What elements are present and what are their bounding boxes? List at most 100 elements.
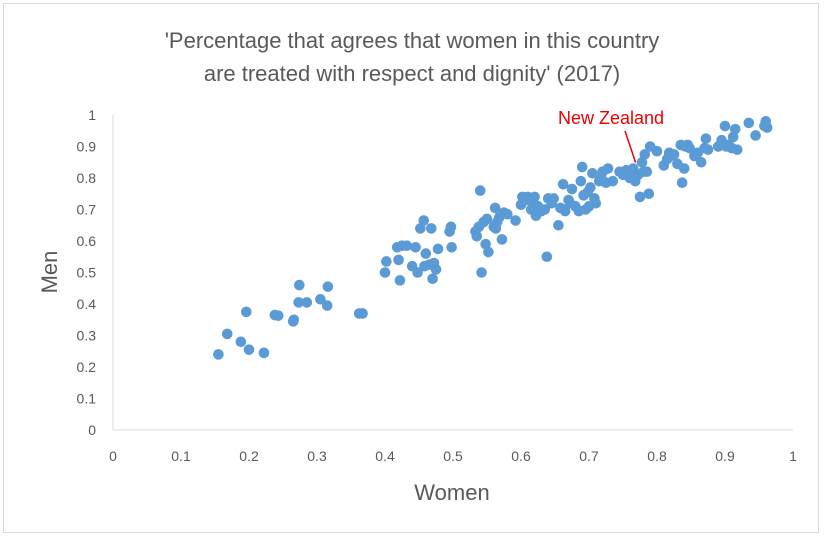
- x-tick-label: 0.5: [443, 448, 463, 464]
- data-point: [559, 205, 571, 217]
- x-tick-label: 0.4: [375, 448, 395, 464]
- data-point: [729, 123, 741, 135]
- data-point: [731, 144, 743, 155]
- data-point: [272, 310, 284, 321]
- data-point: [221, 328, 233, 340]
- x-tick-label: 0.7: [579, 448, 599, 464]
- data-point: [394, 275, 406, 286]
- y-tick-label: 0: [88, 422, 96, 438]
- data-point: [476, 267, 487, 278]
- y-tick-label: 0.1: [77, 391, 97, 407]
- data-point: [639, 149, 651, 160]
- y-tick-label: 1: [88, 107, 96, 123]
- data-point: [702, 144, 714, 155]
- data-point: [481, 213, 493, 225]
- data-point: [676, 177, 688, 189]
- data-point: [719, 120, 731, 132]
- data-point: [420, 248, 432, 259]
- data-point: [700, 133, 712, 144]
- data-point: [510, 215, 521, 226]
- data-point: [425, 223, 437, 234]
- y-tick-label: 0.6: [77, 233, 97, 249]
- x-tick-label: 0.8: [647, 448, 667, 464]
- data-point: [243, 344, 255, 355]
- data-point: [496, 234, 508, 245]
- x-tick-label: 0: [109, 448, 117, 464]
- y-tick-label: 0.3: [77, 328, 97, 344]
- data-point: [590, 197, 602, 209]
- new-zealand-label: New Zealand: [558, 108, 664, 128]
- data-point: [427, 273, 438, 285]
- data-point: [585, 182, 596, 193]
- data-point: [445, 221, 457, 233]
- data-point: [557, 179, 569, 190]
- y-tick-label: 0.8: [77, 170, 97, 186]
- data-point: [430, 264, 442, 275]
- data-point: [258, 347, 270, 359]
- data-point: [432, 243, 444, 255]
- data-point: [695, 156, 707, 168]
- new-zealand-pointer-line: [624, 130, 637, 163]
- x-tick-label: 0.3: [307, 448, 327, 464]
- y-tick-label: 0.2: [77, 359, 97, 375]
- data-point: [393, 254, 404, 266]
- data-point: [750, 130, 761, 141]
- y-tick-label: 0.5: [77, 265, 97, 281]
- x-tick-label: 0.6: [511, 448, 531, 464]
- data-point: [678, 163, 690, 174]
- data-point: [761, 122, 773, 133]
- data-point: [641, 166, 653, 177]
- data-point: [587, 167, 598, 179]
- data-point: [381, 256, 392, 267]
- data-point: [566, 183, 578, 195]
- data-point: [315, 293, 326, 305]
- data-point: [576, 161, 588, 173]
- data-point: [446, 242, 457, 253]
- data-point: [743, 117, 755, 129]
- y-tick-labels: 0 0.1 0.2 0.3 0.4 0.5 0.6 0.7 0.8 0.9 1: [77, 107, 97, 438]
- data-point: [668, 149, 680, 160]
- data-point: [410, 242, 421, 253]
- data-point: [235, 336, 247, 348]
- data-point: [288, 314, 300, 326]
- data-point: [489, 202, 501, 214]
- data-point: [643, 188, 655, 200]
- y-tick-label: 0.9: [77, 139, 97, 155]
- y-tick-label: 0.4: [77, 296, 97, 312]
- data-point: [322, 281, 334, 292]
- y-tick-label: 0.7: [77, 202, 97, 218]
- data-point: [602, 163, 614, 174]
- data-point: [607, 175, 619, 187]
- data-point: [634, 191, 646, 203]
- data-point: [548, 193, 559, 204]
- x-tick-label: 1: [789, 448, 797, 464]
- data-point: [684, 142, 695, 154]
- data-point: [553, 219, 564, 231]
- data-point: [474, 185, 486, 196]
- x-axis-title: Women: [414, 480, 489, 505]
- data-point: [294, 279, 305, 291]
- data-point: [539, 204, 551, 215]
- x-tick-labels: 0 0.1 0.2 0.3 0.4 0.5 0.6 0.7 0.8 0.9 1: [109, 448, 797, 464]
- y-axis-title: Men: [37, 251, 62, 294]
- data-points: [213, 116, 773, 360]
- data-point: [541, 251, 553, 263]
- data-point: [401, 240, 413, 252]
- data-point: [502, 208, 513, 220]
- data-point: [418, 215, 430, 226]
- data-point: [471, 230, 483, 242]
- data-point: [213, 349, 224, 360]
- x-tick-label: 0.1: [171, 448, 191, 464]
- data-point: [575, 175, 587, 187]
- data-point: [412, 267, 423, 278]
- x-tick-label: 0.2: [239, 448, 259, 464]
- data-point: [321, 300, 333, 311]
- chart-title-line-2: are treated with respect and dignity' (2…: [204, 61, 620, 86]
- data-point: [529, 191, 540, 203]
- data-point: [240, 306, 252, 318]
- chart-title-line-1: 'Percentage that agrees that women in th…: [165, 28, 660, 53]
- x-tick-label: 0.9: [715, 448, 735, 464]
- data-point: [293, 297, 304, 308]
- data-point: [379, 267, 391, 278]
